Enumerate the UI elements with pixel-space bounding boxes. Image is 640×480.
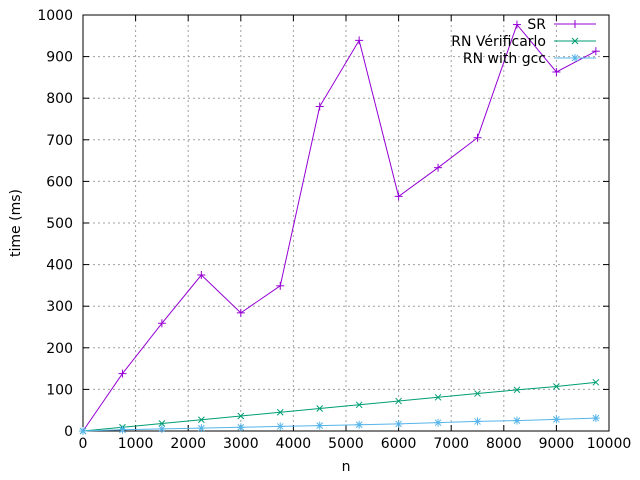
data-point bbox=[119, 426, 126, 434]
y-tick-label: 200 bbox=[46, 341, 73, 357]
grid-lines bbox=[83, 15, 609, 431]
data-point bbox=[276, 423, 284, 430]
data-point bbox=[79, 427, 87, 435]
series-rn-with-gcc bbox=[79, 414, 600, 435]
x-tick-label: 10000 bbox=[587, 436, 632, 452]
data-point bbox=[158, 420, 166, 427]
legend-label: SR bbox=[527, 17, 546, 33]
y-tick-label: 300 bbox=[46, 299, 73, 315]
data-point bbox=[395, 420, 402, 428]
axis-ticks: 0 1000 2000 3000 4000 5000 6000 7000 8000 9000 100… bbox=[37, 8, 631, 452]
series-line-rn-with-gcc bbox=[82, 417, 596, 432]
data-point bbox=[197, 416, 205, 424]
data-point bbox=[474, 390, 481, 397]
y-tick-label: 1000 bbox=[37, 8, 73, 24]
data-point bbox=[355, 421, 363, 429]
legend-label: RN with gcc bbox=[463, 51, 546, 67]
y-tick-label: 0 bbox=[64, 424, 73, 440]
y-axis-label: time (ms) bbox=[8, 189, 24, 257]
x-tick-label: 2000 bbox=[170, 436, 206, 452]
data-point bbox=[197, 424, 205, 432]
series-rn-v-rificarlo bbox=[79, 378, 600, 435]
data-point bbox=[513, 417, 521, 424]
x-axis-label: n bbox=[342, 459, 351, 475]
data-point bbox=[434, 419, 442, 427]
x-tick-label: 4000 bbox=[276, 436, 312, 452]
x-tick-label: 1000 bbox=[118, 436, 154, 452]
data-point bbox=[158, 425, 166, 433]
data-point bbox=[237, 423, 245, 431]
series-sr bbox=[79, 20, 600, 435]
data-point bbox=[355, 401, 363, 409]
data-point bbox=[316, 422, 324, 429]
y-tick-label: 700 bbox=[46, 133, 73, 149]
data-point bbox=[553, 415, 560, 423]
data-point bbox=[237, 412, 245, 420]
y-tick-label: 800 bbox=[46, 91, 73, 107]
y-tick-label: 500 bbox=[46, 216, 73, 232]
y-tick-label: 900 bbox=[46, 50, 73, 66]
data-point bbox=[592, 414, 600, 422]
x-tick-label: 8000 bbox=[486, 436, 522, 452]
series-line-rn-v-rificarlo bbox=[82, 381, 596, 432]
data-point bbox=[434, 393, 442, 401]
x-tick-label: 5000 bbox=[328, 436, 364, 452]
data-point bbox=[395, 397, 402, 405]
y-tick-label: 400 bbox=[46, 258, 73, 274]
series-line-sr bbox=[82, 23, 597, 432]
data-point bbox=[553, 383, 560, 390]
x-tick-label: 0 bbox=[79, 436, 88, 452]
data-point bbox=[592, 378, 600, 386]
data-point bbox=[474, 418, 481, 425]
series-layer bbox=[79, 20, 600, 435]
y-tick-label: 100 bbox=[46, 382, 73, 398]
legend-marker bbox=[571, 54, 579, 62]
data-point bbox=[513, 386, 521, 394]
x-tick-label: 7000 bbox=[433, 436, 469, 452]
x-tick-label: 6000 bbox=[381, 436, 417, 452]
x-tick-label: 9000 bbox=[539, 436, 575, 452]
legend-marker bbox=[571, 37, 579, 45]
legend-label: RN Vérificarlo bbox=[451, 34, 546, 50]
y-tick-label: 600 bbox=[46, 174, 73, 190]
plot-frame bbox=[82, 14, 610, 432]
data-point bbox=[316, 405, 324, 412]
data-point bbox=[276, 408, 284, 416]
x-tick-label: 3000 bbox=[223, 436, 259, 452]
